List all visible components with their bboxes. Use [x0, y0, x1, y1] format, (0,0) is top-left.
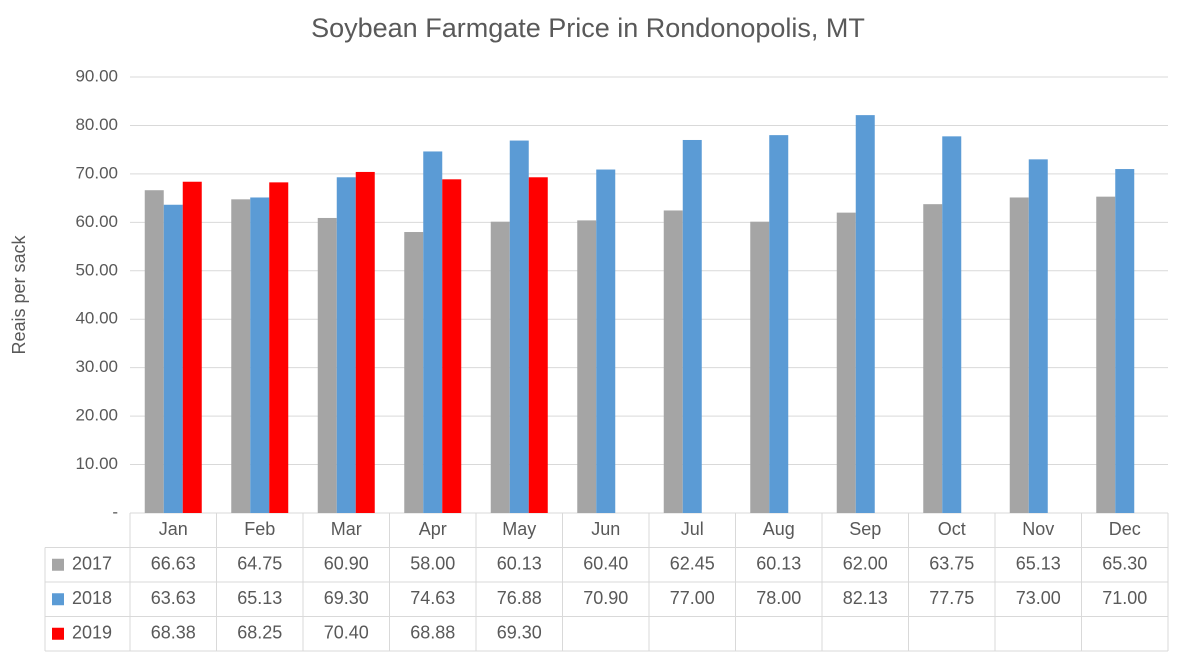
bar — [1028, 159, 1048, 513]
legend-key — [52, 627, 64, 640]
x-tick-label: Jul — [681, 519, 704, 539]
table-value: 70.90 — [583, 588, 628, 608]
bar — [682, 139, 702, 513]
bar — [490, 221, 510, 513]
table-value: 78.00 — [756, 588, 801, 608]
y-axis-label: Reais per sack — [9, 234, 29, 354]
bar — [336, 177, 356, 513]
table-value: 82.13 — [843, 588, 888, 608]
y-tick-label: 60.00 — [75, 212, 118, 231]
x-tick-label: Nov — [1022, 519, 1054, 539]
table-value: 64.75 — [237, 554, 282, 574]
table-value: 63.75 — [929, 554, 974, 574]
x-tick-label: Feb — [244, 519, 275, 539]
x-tick-label: May — [502, 519, 536, 539]
legend-label: 2019 — [72, 623, 112, 643]
table-value: 77.00 — [670, 588, 715, 608]
y-tick-label: 40.00 — [75, 309, 118, 328]
bar — [1096, 196, 1116, 513]
bar — [163, 204, 183, 514]
bar — [836, 212, 856, 513]
bar — [144, 190, 164, 513]
table-value: 60.90 — [324, 554, 369, 574]
bar — [1009, 197, 1029, 514]
bar — [750, 221, 770, 513]
bar — [855, 115, 875, 513]
bar — [182, 181, 202, 514]
table-value: 77.75 — [929, 588, 974, 608]
legend-label: 2017 — [72, 554, 112, 574]
table-value: 69.30 — [497, 623, 542, 643]
bar — [528, 177, 548, 513]
table-value: 68.38 — [151, 623, 196, 643]
legend-key — [52, 558, 64, 571]
table-value: 62.45 — [670, 554, 715, 574]
y-tick-label: 30.00 — [75, 357, 118, 376]
table-value: 68.25 — [237, 623, 282, 643]
bar — [250, 197, 270, 514]
bar — [404, 232, 424, 513]
bar — [1115, 169, 1135, 514]
x-tick-label: Sep — [849, 519, 881, 539]
table-value: 63.63 — [151, 588, 196, 608]
bar — [596, 169, 616, 514]
table-value: 76.88 — [497, 588, 542, 608]
y-tick-label: - — [112, 502, 118, 521]
table-value: 60.13 — [756, 554, 801, 574]
table-value: 71.00 — [1102, 588, 1147, 608]
legend-key — [52, 593, 64, 606]
x-tick-label: Jan — [159, 519, 188, 539]
table-value: 70.40 — [324, 623, 369, 643]
x-tick-label: Mar — [331, 519, 362, 539]
table-value: 62.00 — [843, 554, 888, 574]
y-tick-label: 50.00 — [75, 260, 118, 279]
bar — [423, 151, 443, 513]
bar — [577, 220, 597, 513]
bar — [509, 140, 529, 513]
x-tick-label: Oct — [938, 519, 966, 539]
table-value: 60.13 — [497, 554, 542, 574]
bar — [442, 179, 462, 513]
bar — [663, 210, 683, 513]
x-tick-label: Dec — [1109, 519, 1141, 539]
y-tick-label: 70.00 — [75, 163, 118, 182]
y-tick-label: 10.00 — [75, 454, 118, 473]
table-value: 73.00 — [1016, 588, 1061, 608]
y-tick-label: 80.00 — [75, 115, 118, 134]
bar — [317, 217, 337, 513]
table-value: 58.00 — [410, 554, 455, 574]
table-value: 66.63 — [151, 554, 196, 574]
table-value: 68.88 — [410, 623, 455, 643]
bar — [923, 204, 943, 513]
chart-title: Soybean Farmgate Price in Rondonopolis, … — [311, 13, 865, 43]
bar — [942, 136, 962, 513]
table-value: 65.13 — [237, 588, 282, 608]
table-value: 65.13 — [1016, 554, 1061, 574]
x-tick-label: Aug — [763, 519, 795, 539]
bar — [231, 199, 251, 514]
legend-label: 2018 — [72, 588, 112, 608]
table-value: 69.30 — [324, 588, 369, 608]
table-value: 65.30 — [1102, 554, 1147, 574]
y-tick-label: 20.00 — [75, 406, 118, 425]
x-tick-label: Apr — [419, 519, 447, 539]
x-tick-label: Jun — [591, 519, 620, 539]
bar — [355, 171, 375, 513]
bar — [769, 135, 789, 513]
bar — [269, 182, 289, 513]
table-value: 60.40 — [583, 554, 628, 574]
y-tick-label: 90.00 — [75, 66, 118, 85]
table-value: 74.63 — [410, 588, 455, 608]
